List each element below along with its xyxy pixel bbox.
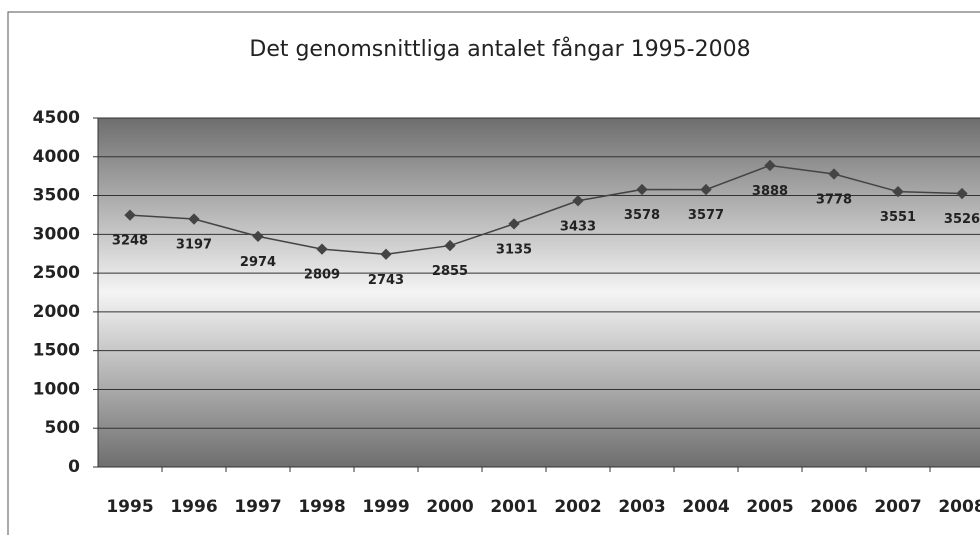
- data-label: 3248: [112, 234, 148, 249]
- y-tick-label: 4000: [33, 147, 80, 167]
- data-label: 3197: [176, 238, 212, 253]
- data-label: 3778: [816, 192, 852, 207]
- y-tick-label: 0: [68, 457, 80, 477]
- marker: [508, 218, 520, 230]
- marker: [252, 230, 264, 243]
- x-tick-label: 2001: [490, 497, 537, 517]
- x-tick-label: 2007: [874, 497, 921, 517]
- marker: [828, 168, 840, 180]
- x-tick-label: 2008: [938, 497, 980, 517]
- x-tick-label: 2006: [810, 497, 857, 517]
- marker: [188, 213, 200, 225]
- x-tick-label: 2004: [682, 497, 729, 517]
- data-label: 3578: [624, 208, 660, 223]
- y-tick-label: 2500: [33, 263, 80, 283]
- data-label: 3433: [560, 219, 596, 234]
- data-label: 3888: [752, 184, 788, 199]
- line: [129, 164, 963, 256]
- marker: [572, 195, 584, 207]
- plot-area: [98, 118, 980, 467]
- x-tick-label: 1998: [298, 497, 345, 517]
- y-tick-label: 1000: [33, 379, 80, 399]
- chart-title: Det genomsnittliga antalet fångar 1995-2…: [249, 36, 750, 62]
- x-tick-label: 1995: [106, 497, 153, 517]
- data-label: 3551: [880, 210, 916, 225]
- y-tick-label: 4500: [33, 108, 80, 128]
- y-tick-label: 1500: [33, 341, 80, 361]
- data-label: 2974: [240, 255, 276, 270]
- data-label: 3577: [688, 208, 724, 223]
- x-tick-label: 2003: [618, 497, 665, 517]
- y-tick-label: 500: [45, 418, 81, 438]
- data-label: 2809: [304, 268, 340, 283]
- data-label: 2743: [368, 273, 404, 288]
- x-tick-label: 2002: [554, 497, 601, 517]
- x-tick-label: 1997: [234, 497, 281, 517]
- x-tick-label: 2005: [746, 497, 793, 517]
- marker: [764, 159, 776, 172]
- data-label: 3526: [944, 212, 980, 227]
- y-tick-label: 2000: [33, 302, 80, 322]
- marker: [956, 187, 968, 200]
- marker: [316, 243, 328, 255]
- marker: [892, 185, 904, 198]
- x-tick-label: 2000: [426, 497, 473, 517]
- y-tick-label: 3500: [33, 186, 80, 206]
- x-tick-label: 1999: [362, 497, 409, 517]
- data-label: 2855: [432, 264, 468, 279]
- marker: [636, 183, 648, 196]
- y-tick-label: 3000: [33, 224, 80, 244]
- marker: [444, 239, 456, 252]
- marker: [700, 183, 712, 196]
- marker: [380, 248, 392, 260]
- x-tick-label: 1996: [170, 497, 217, 517]
- data-label: 3135: [496, 242, 532, 257]
